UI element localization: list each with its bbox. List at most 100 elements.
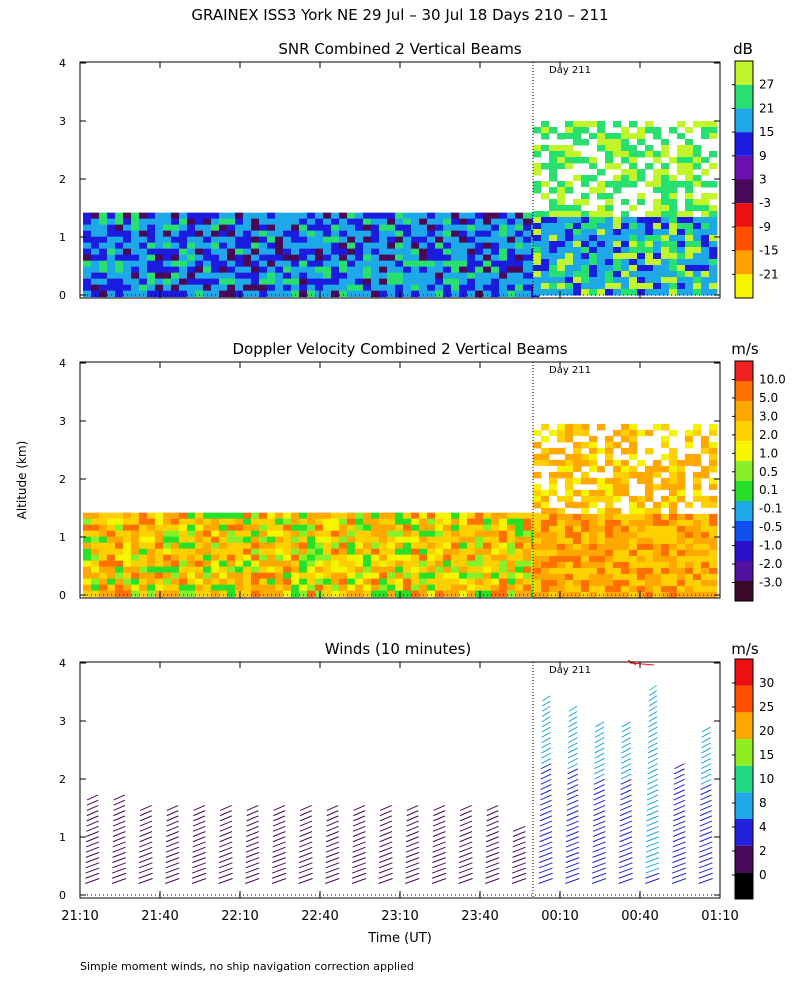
heatmap-cell — [451, 266, 460, 274]
heatmap-cell — [171, 590, 180, 598]
heatmap-cell — [451, 260, 460, 268]
colorbar-swatch — [735, 441, 753, 461]
heatmap-cell — [653, 235, 662, 242]
heatmap-cell — [629, 591, 638, 599]
heatmap-cell — [669, 537, 678, 545]
heatmap-cell — [613, 211, 622, 218]
heatmap-cell — [131, 572, 140, 580]
heatmap-cell — [701, 519, 710, 527]
heatmap-cell — [581, 235, 590, 242]
heatmap-cell — [371, 242, 380, 250]
wind-barb — [512, 851, 526, 858]
heatmap-cell — [677, 543, 686, 551]
wind-barb — [379, 825, 393, 832]
heatmap-cell — [467, 536, 476, 544]
heatmap-cell — [203, 530, 212, 538]
heatmap-cell — [435, 242, 444, 250]
heatmap-cell — [459, 254, 468, 262]
heatmap-cell — [331, 560, 340, 568]
heatmap-cell — [259, 512, 268, 520]
heatmap-cell — [661, 241, 670, 248]
heatmap-cell — [483, 212, 492, 220]
heatmap-cell — [541, 537, 550, 545]
heatmap-cell — [427, 290, 436, 298]
heatmap-cell — [331, 536, 340, 544]
heatmap-cell — [283, 584, 292, 592]
wind-barb — [458, 862, 473, 869]
heatmap-cell — [515, 278, 524, 286]
heatmap-cell — [533, 259, 542, 266]
heatmap-cell — [661, 495, 670, 503]
heatmap-cell — [669, 211, 678, 218]
wind-barb — [673, 810, 686, 817]
heatmap-cell — [677, 471, 686, 479]
heatmap-cell — [621, 199, 630, 206]
heatmap-cell — [589, 175, 598, 182]
heatmap-cell — [147, 290, 156, 298]
heatmap-cell — [299, 518, 308, 526]
heatmap-cell — [637, 591, 646, 599]
heatmap-cell — [613, 229, 622, 236]
heatmap-cell — [621, 271, 630, 278]
wind-barb — [566, 820, 579, 827]
heatmap-cell — [515, 260, 524, 268]
wind-barb — [352, 836, 366, 843]
heatmap-cell — [131, 242, 140, 250]
heatmap-cell — [315, 560, 324, 568]
wind-barb — [405, 878, 420, 884]
heatmap-cell — [629, 447, 638, 455]
colorbar-swatch — [735, 381, 753, 401]
heatmap-cell — [693, 429, 702, 437]
heatmap-cell — [653, 133, 662, 140]
heatmap-cell — [395, 254, 404, 262]
heatmap-cell — [379, 578, 388, 586]
heatmap-cell — [443, 548, 452, 556]
heatmap-cell — [475, 218, 484, 226]
heatmap-cell — [701, 205, 710, 212]
heatmap-cell — [677, 573, 686, 581]
heatmap-cell — [677, 169, 686, 176]
heatmap-cell — [685, 193, 694, 200]
wind-barb — [699, 820, 713, 827]
heatmap-cell — [613, 277, 622, 284]
heatmap-cell — [549, 555, 558, 563]
heatmap-cell — [307, 572, 316, 580]
heatmap-cell — [403, 542, 412, 550]
heatmap-cell — [483, 224, 492, 232]
heatmap-cell — [403, 260, 412, 268]
wind-barb — [621, 737, 631, 743]
heatmap-cell — [163, 224, 172, 232]
heatmap-cell — [123, 560, 132, 568]
heatmap-cell — [99, 284, 108, 292]
heatmap-cell — [291, 212, 300, 220]
wind-barb — [512, 836, 526, 843]
heatmap-cell — [379, 278, 388, 286]
heatmap-cell — [597, 181, 606, 188]
heatmap-cell — [171, 542, 180, 550]
heatmap-cell — [235, 236, 244, 244]
heatmap-cell — [637, 139, 646, 146]
heatmap-cell — [451, 590, 460, 598]
wind-barb — [433, 815, 446, 822]
heatmap-cell — [299, 530, 308, 538]
heatmap-cell — [179, 578, 188, 586]
heatmap-cell — [653, 289, 662, 296]
heatmap-cell — [443, 572, 452, 580]
heatmap-cell — [541, 193, 550, 200]
heatmap-cell — [669, 241, 678, 248]
wind-barb — [672, 846, 686, 853]
heatmap-cell — [243, 560, 252, 568]
heatmap-cell — [347, 566, 356, 574]
heatmap-cell — [283, 242, 292, 250]
heatmap-cell — [507, 254, 516, 262]
x-tick-label: 21:40 — [141, 909, 178, 924]
heatmap-cell — [115, 584, 124, 592]
heatmap-cell — [419, 524, 428, 532]
heatmap-cell — [709, 459, 718, 467]
heatmap-cell — [597, 235, 606, 242]
wind-barb — [165, 857, 180, 864]
colorbar-swatch — [735, 250, 753, 275]
heatmap-cell — [645, 543, 654, 551]
wind-barb — [298, 862, 313, 869]
wind-barb — [112, 841, 126, 848]
